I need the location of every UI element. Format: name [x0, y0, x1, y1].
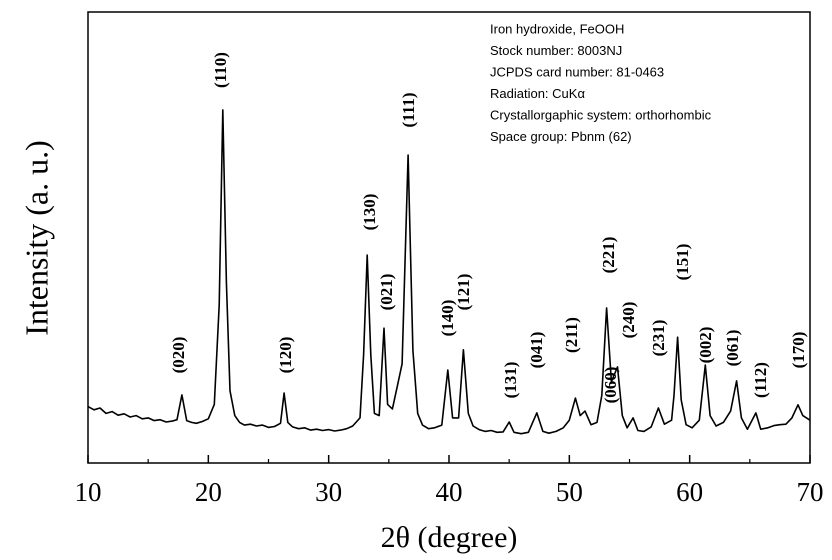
- peak-label: (041): [527, 332, 546, 369]
- peak-label: (240): [619, 302, 638, 339]
- peak-label: (121): [454, 274, 473, 311]
- info-line: Radiation: CuKα: [490, 86, 585, 101]
- peak-label: (131): [501, 362, 520, 399]
- peak-label: (111): [399, 93, 418, 128]
- x-tick-label: 40: [436, 477, 463, 507]
- peak-label: (112): [751, 362, 770, 398]
- peak-label: (221): [599, 237, 618, 274]
- peak-label: (120): [276, 337, 295, 374]
- info-line: Space group: Pbnm (62): [490, 129, 632, 144]
- peak-label: (170): [789, 332, 808, 369]
- x-tick-label: 60: [676, 477, 703, 507]
- peak-label: (130): [360, 194, 379, 231]
- peak-label: (211): [562, 317, 581, 353]
- peak-label: (061): [723, 330, 742, 367]
- info-line: Iron hydroxide, FeOOH: [490, 21, 624, 36]
- peak-label: (020): [169, 337, 188, 374]
- x-tick-label: 30: [315, 477, 342, 507]
- peak-label: (021): [377, 274, 396, 311]
- y-axis-label: Intensity (a. u.): [18, 140, 54, 336]
- peak-label: (110): [211, 52, 230, 88]
- info-line: Crystallorgaphic system: orthorhombic: [490, 107, 712, 122]
- peak-label: (060): [601, 367, 620, 404]
- peak-label: (140): [438, 300, 457, 337]
- info-line: JCPDS card number: 81-0463: [490, 64, 664, 79]
- peak-label: (231): [649, 320, 668, 357]
- x-tick-label: 20: [195, 477, 222, 507]
- peak-label: (002): [696, 327, 715, 364]
- xrd-pattern: [87, 109, 811, 435]
- x-tick-label: 10: [75, 477, 102, 507]
- x-axis-label: 2θ (degree): [381, 521, 518, 554]
- info-line: Stock number: 8003NJ: [490, 43, 622, 58]
- x-tick-label: 50: [556, 477, 583, 507]
- peak-label: (151): [673, 244, 692, 281]
- x-tick-label: 70: [797, 477, 824, 507]
